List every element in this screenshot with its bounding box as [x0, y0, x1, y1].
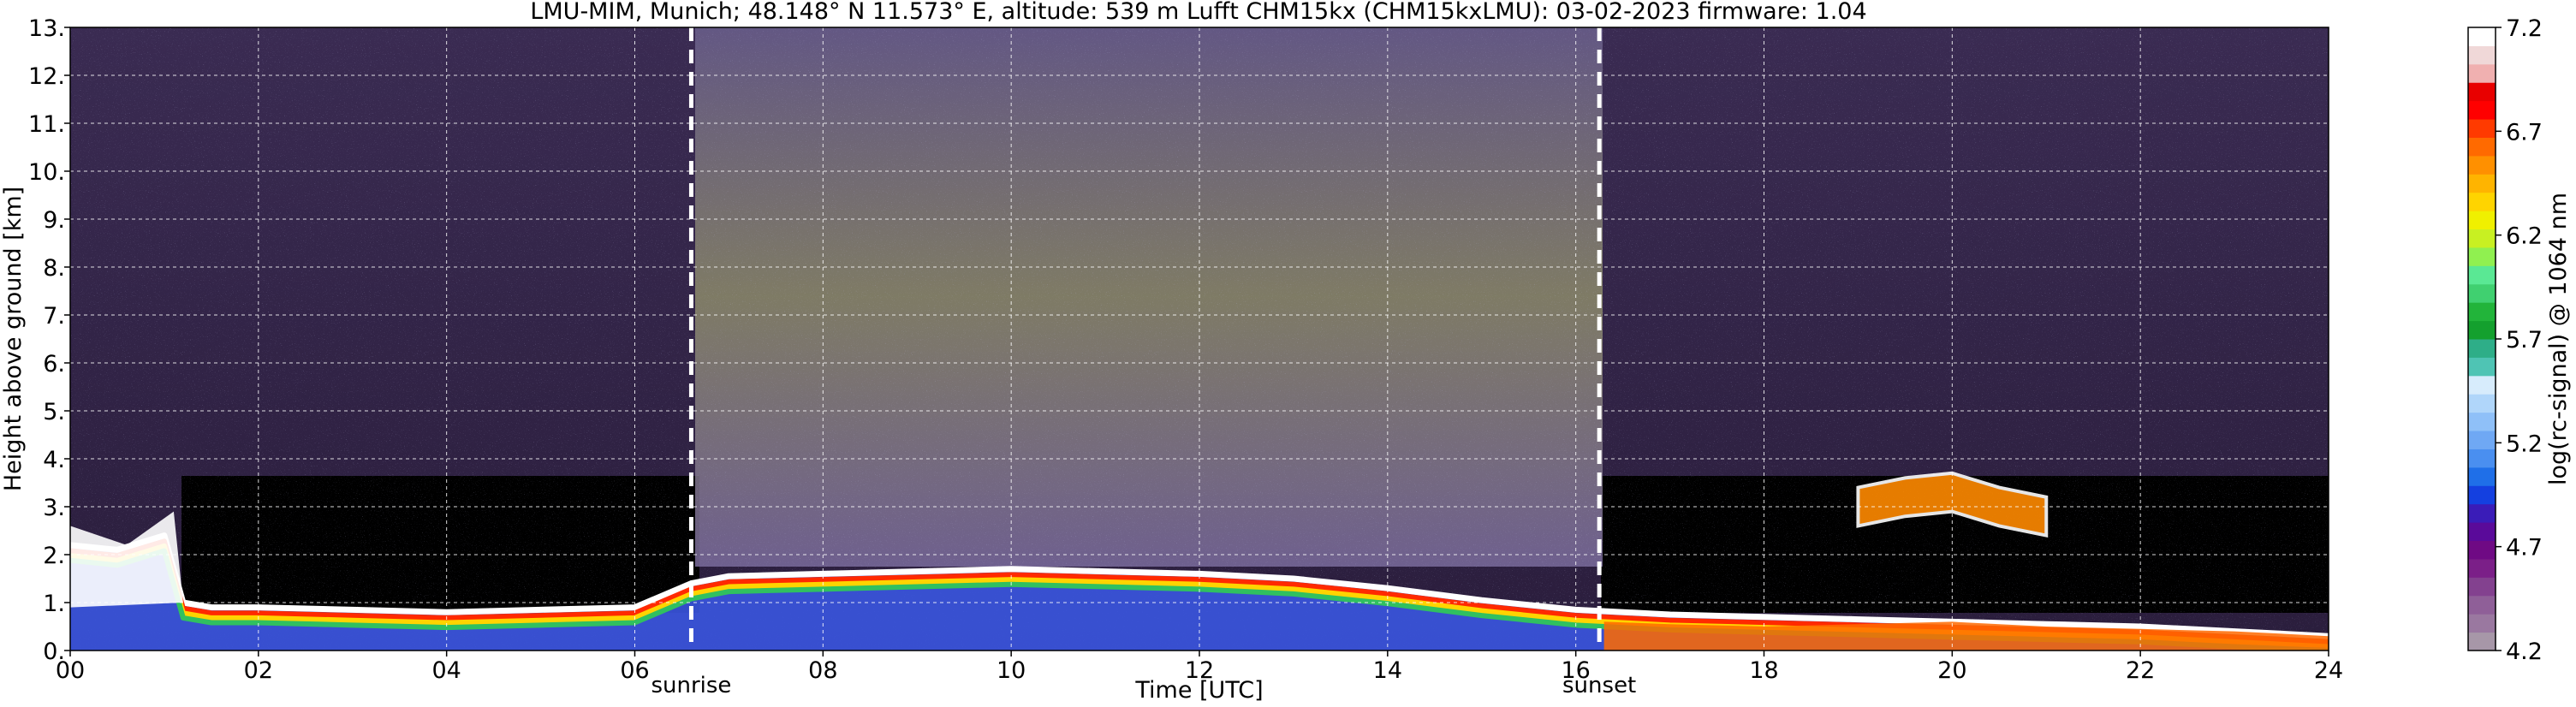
y-axis-ticks: 0. 1. 2. 3. 4. 5. 6. 7. 8. 9. 10. 11. 12. 13.	[28, 15, 70, 665]
colorbar-segment	[2468, 174, 2496, 193]
x-axis-label: Time [UTC]	[1134, 677, 1263, 704]
colorbar-segment	[2468, 265, 2496, 285]
colorbar-segment	[2468, 540, 2496, 560]
x-tick-label: 20	[1937, 657, 1966, 684]
y-tick-label: 1.	[43, 591, 65, 617]
colorbar-segment	[2468, 394, 2496, 413]
colorbar-segment	[2468, 431, 2496, 449]
colorbar-segment	[2468, 339, 2496, 358]
colorbar-segment	[2468, 522, 2496, 542]
plot-area	[70, 27, 2329, 651]
colorbar-segment	[2468, 466, 2496, 486]
x-axis-ticks: 00 02 04 06 08 10 12 14 16 18 20 22 24	[56, 651, 2343, 684]
y-tick-label: 7.	[43, 303, 65, 330]
x-tick-label: 00	[56, 657, 85, 684]
sun-markers	[688, 27, 1602, 651]
y-tick-label: 6.	[43, 351, 65, 377]
x-tick-label: 02	[244, 657, 273, 684]
colorbar-segment	[2468, 211, 2496, 230]
colorbar-segment	[2468, 45, 2496, 65]
x-tick-label: 24	[2314, 657, 2343, 684]
y-tick-label: 9.	[43, 207, 65, 234]
colorbar-segment	[2468, 82, 2496, 102]
colorbar-tick-label: 4.2	[2506, 639, 2543, 665]
x-tick-label: 12	[1185, 657, 1214, 684]
chart-title: LMU-MIM, Munich; 48.148° N 11.573° E, al…	[530, 0, 1866, 25]
colorbar-segment	[2468, 247, 2496, 266]
colorbar-segment	[2468, 357, 2496, 377]
colorbar-tick-label: 5.7	[2506, 327, 2543, 354]
grid-lines	[70, 27, 2329, 651]
colorbar-segment	[2468, 283, 2496, 303]
colorbar-segment	[2468, 320, 2496, 340]
colorbar-segment	[2468, 632, 2496, 651]
y-tick-label: 2.	[43, 543, 65, 569]
colorbar-segment	[2468, 119, 2496, 138]
y-axis-label: Height above ground [km]	[0, 187, 27, 491]
colorbar-segment	[2468, 137, 2496, 157]
x-tick-label: 18	[1749, 657, 1778, 684]
colorbar-segment	[2468, 485, 2496, 505]
colorbar-tick-label: 7.2	[2506, 15, 2543, 42]
x-tick-label: 14	[1373, 657, 1402, 684]
colorbar-label: log(rc-signal) @ 1064 nm	[2545, 193, 2572, 485]
colorbar-segment	[2468, 229, 2496, 248]
colorbar-segment	[2468, 192, 2496, 211]
y-tick-label: 0.	[43, 639, 65, 665]
colorbar-tick-label: 4.7	[2506, 535, 2543, 561]
colorbar-tick-label: 5.2	[2506, 431, 2543, 457]
y-tick-label: 10.	[28, 159, 65, 186]
colorbar-segment	[2468, 449, 2496, 468]
colorbar-segment	[2468, 577, 2496, 597]
y-tick-label: 12.	[28, 63, 65, 90]
colorbar-tick-label: 6.2	[2506, 223, 2543, 250]
colorbar-tick-label: 6.7	[2506, 119, 2543, 146]
x-tick-label: 04	[431, 657, 461, 684]
marker-label-sunrise: sunrise	[651, 673, 731, 698]
colorbar-segment	[2468, 503, 2496, 523]
colorbar-segment	[2468, 412, 2496, 431]
colorbar	[2467, 27, 2496, 651]
elevated-layer-fill	[1856, 471, 2049, 538]
early-morning-cloud	[70, 511, 183, 608]
y-tick-label: 8.	[43, 255, 65, 282]
colorbar-segment	[2468, 595, 2496, 615]
colorbar-segment	[2468, 614, 2496, 633]
y-tick-label: 3.	[43, 495, 65, 521]
x-tick-label: 10	[996, 657, 1026, 684]
nocturnal-residual-layer	[1603, 621, 2329, 651]
x-tick-label: 16	[1561, 657, 1590, 684]
y-tick-label: 11.	[28, 111, 65, 138]
colorbar-segment	[2468, 302, 2496, 322]
x-tick-label: 06	[620, 657, 649, 684]
colorbar-segment	[2468, 100, 2496, 120]
x-tick-label: 08	[808, 657, 837, 684]
x-tick-label: 22	[2126, 657, 2155, 684]
marker-label-sunset: sunset	[1562, 673, 1636, 698]
y-tick-label: 5.	[43, 399, 65, 425]
colorbar-segment	[2468, 63, 2496, 83]
sun-marker-labels: sunrise sunset	[651, 673, 1636, 698]
colorbar-ticks: 4.2 4.7 5.2 5.7 6.2 6.7 7.2	[2496, 15, 2543, 665]
y-tick-label: 13.	[28, 15, 65, 42]
y-tick-label: 4.	[43, 447, 65, 473]
colorbar-segment	[2468, 155, 2496, 175]
colorbar-segment	[2468, 27, 2496, 46]
colorbar-segment	[2468, 375, 2496, 395]
colorbar-segment	[2468, 558, 2496, 578]
